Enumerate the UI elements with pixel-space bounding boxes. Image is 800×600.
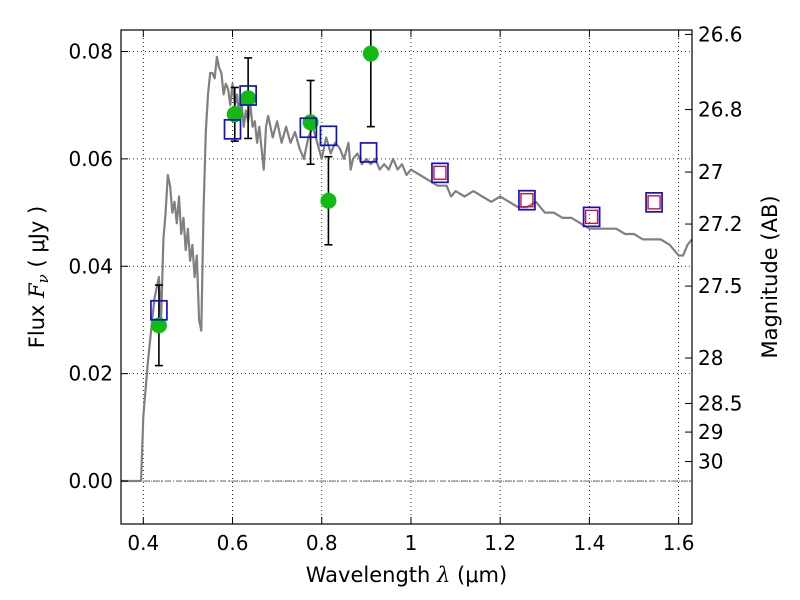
y-axis-label-subscript: ν [34, 274, 52, 283]
model-band-square [319, 125, 338, 147]
observed-points [150, 45, 379, 334]
nir-band-square [647, 195, 661, 210]
model-band-square [150, 299, 168, 321]
model-band-square [645, 192, 663, 213]
x-tick-label: 0.4 [127, 531, 159, 555]
x-tick-label: 1.2 [484, 531, 516, 555]
observed-point [150, 317, 167, 334]
y-tick-label: 0.06 [68, 147, 113, 171]
nir-band-square [433, 165, 447, 181]
y-axis-label: Flux Fν ( μJy ) [25, 206, 52, 348]
y-tick-label: 0.00 [68, 469, 113, 493]
y2-tick-label: 27.2 [698, 212, 743, 236]
observed-point [362, 45, 379, 62]
observed-point [240, 90, 257, 107]
y2-tick-label: 26.6 [698, 22, 743, 46]
x-axis-label-symbol: λ [436, 563, 450, 587]
model-band-square [431, 162, 449, 184]
x-tick-label: 1 [405, 531, 418, 555]
model-band-square [299, 117, 318, 139]
y-axis-label-prefix: Flux [25, 298, 49, 348]
axis-ticks: 0.4 0.6 0.8 1 1.2 1.4 1.6 0.00 0.02 0.04 0.06 0.08 2… [68, 22, 742, 555]
y2-tick-label: 30 [698, 450, 723, 474]
y-axis-label-symbol: F [25, 282, 49, 299]
x-tick-label: 1.6 [663, 531, 695, 555]
model-band-square [518, 189, 536, 211]
model-band-squares [150, 85, 663, 321]
x-tick-label: 1.4 [573, 531, 605, 555]
x-tick-label: 0.8 [306, 531, 338, 555]
x-axis-label: Wavelength λ (μm) [306, 563, 507, 587]
y-axis-label-unit: ( μJy ) [25, 206, 49, 274]
model-band-square [239, 85, 257, 106]
y-tick-label: 0.02 [68, 362, 113, 386]
x-axis-label-prefix: Wavelength [306, 563, 437, 587]
y-tick-label: 0.04 [68, 254, 113, 278]
y2-tick-label: 27.5 [698, 274, 743, 298]
model-sed-polyline [121, 55, 693, 483]
observed-point [320, 192, 337, 209]
y2-tick-label: 28.5 [698, 391, 743, 415]
model-sed-line [121, 55, 693, 483]
x-axis-label-unit: (μm) [450, 563, 507, 587]
x-tick-label: 0.6 [217, 531, 249, 555]
model-band-square [582, 206, 601, 228]
plot-frame [120, 29, 693, 525]
nir-band-square [584, 209, 599, 225]
model-band-square [359, 142, 378, 163]
observed-point [226, 106, 243, 123]
y2-tick-label: 28 [698, 346, 723, 370]
error-bars [154, 30, 375, 367]
y-tick-label: 0.08 [68, 39, 113, 63]
y2-tick-label: 29 [698, 420, 723, 444]
model-band-square [223, 118, 242, 140]
nir-band-square [520, 193, 534, 208]
y2-tick-label: 26.8 [698, 98, 743, 122]
right-axis-label: Magnitude (AB) [758, 195, 782, 358]
y2-tick-label: 27 [698, 160, 723, 184]
